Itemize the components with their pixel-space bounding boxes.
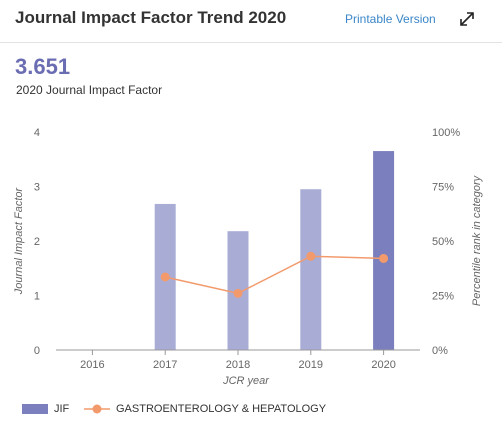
y2-axis-title: Percentile rank in category xyxy=(471,174,483,306)
impact-factor-label: 2020 Journal Impact Factor xyxy=(16,83,163,97)
y2-tick-label: 0% xyxy=(432,345,448,357)
header: Journal Impact Factor Trend 2020 Printab… xyxy=(0,0,502,43)
point-category-percentile xyxy=(233,288,243,298)
y2-tick-label: 75% xyxy=(432,182,454,194)
x-tick-label: 2017 xyxy=(153,359,177,371)
printable-version-link[interactable]: Printable Version xyxy=(345,12,436,26)
y-tick-label: 2 xyxy=(34,236,40,248)
legend-swatch-category xyxy=(84,404,110,414)
page-title: Journal Impact Factor Trend 2020 xyxy=(15,8,287,27)
point-category-percentile xyxy=(306,251,316,261)
expand-icon[interactable] xyxy=(458,10,476,28)
point-category-percentile xyxy=(379,253,389,263)
x-axis-title: JCR year xyxy=(222,375,270,387)
point-category-percentile xyxy=(160,272,170,282)
x-tick-label: 2020 xyxy=(371,359,395,371)
y2-tick-label: 25% xyxy=(432,291,454,303)
x-tick-label: 2019 xyxy=(299,359,323,371)
y-tick-label: 1 xyxy=(34,291,40,303)
line-category-percentile xyxy=(165,255,384,295)
legend-label-jif: JIF xyxy=(54,403,70,415)
y-tick-label: 4 xyxy=(34,127,40,139)
bar-jif-2019 xyxy=(300,189,322,350)
y2-tick-label: 100% xyxy=(432,127,460,139)
y-tick-label: 3 xyxy=(34,182,40,194)
impact-factor-value: 3.651 xyxy=(15,54,71,79)
y-axis-title: Journal Impact Factor xyxy=(13,186,25,295)
y2-tick-label: 50% xyxy=(432,236,454,248)
legend-label-category: GASTROENTEROLOGY & HEPATOLOGY xyxy=(116,403,327,415)
x-tick-label: 2018 xyxy=(226,359,250,371)
y-tick-label: 0 xyxy=(34,345,40,357)
jif-trend-chart: 0 1 2 3 4 0% 25% 50% 75% 100% Journal Impact Facto… xyxy=(13,127,483,387)
x-tick-label: 2016 xyxy=(80,359,104,371)
bar-jif-2020 xyxy=(373,151,395,350)
legend-swatch-jif xyxy=(22,404,48,414)
